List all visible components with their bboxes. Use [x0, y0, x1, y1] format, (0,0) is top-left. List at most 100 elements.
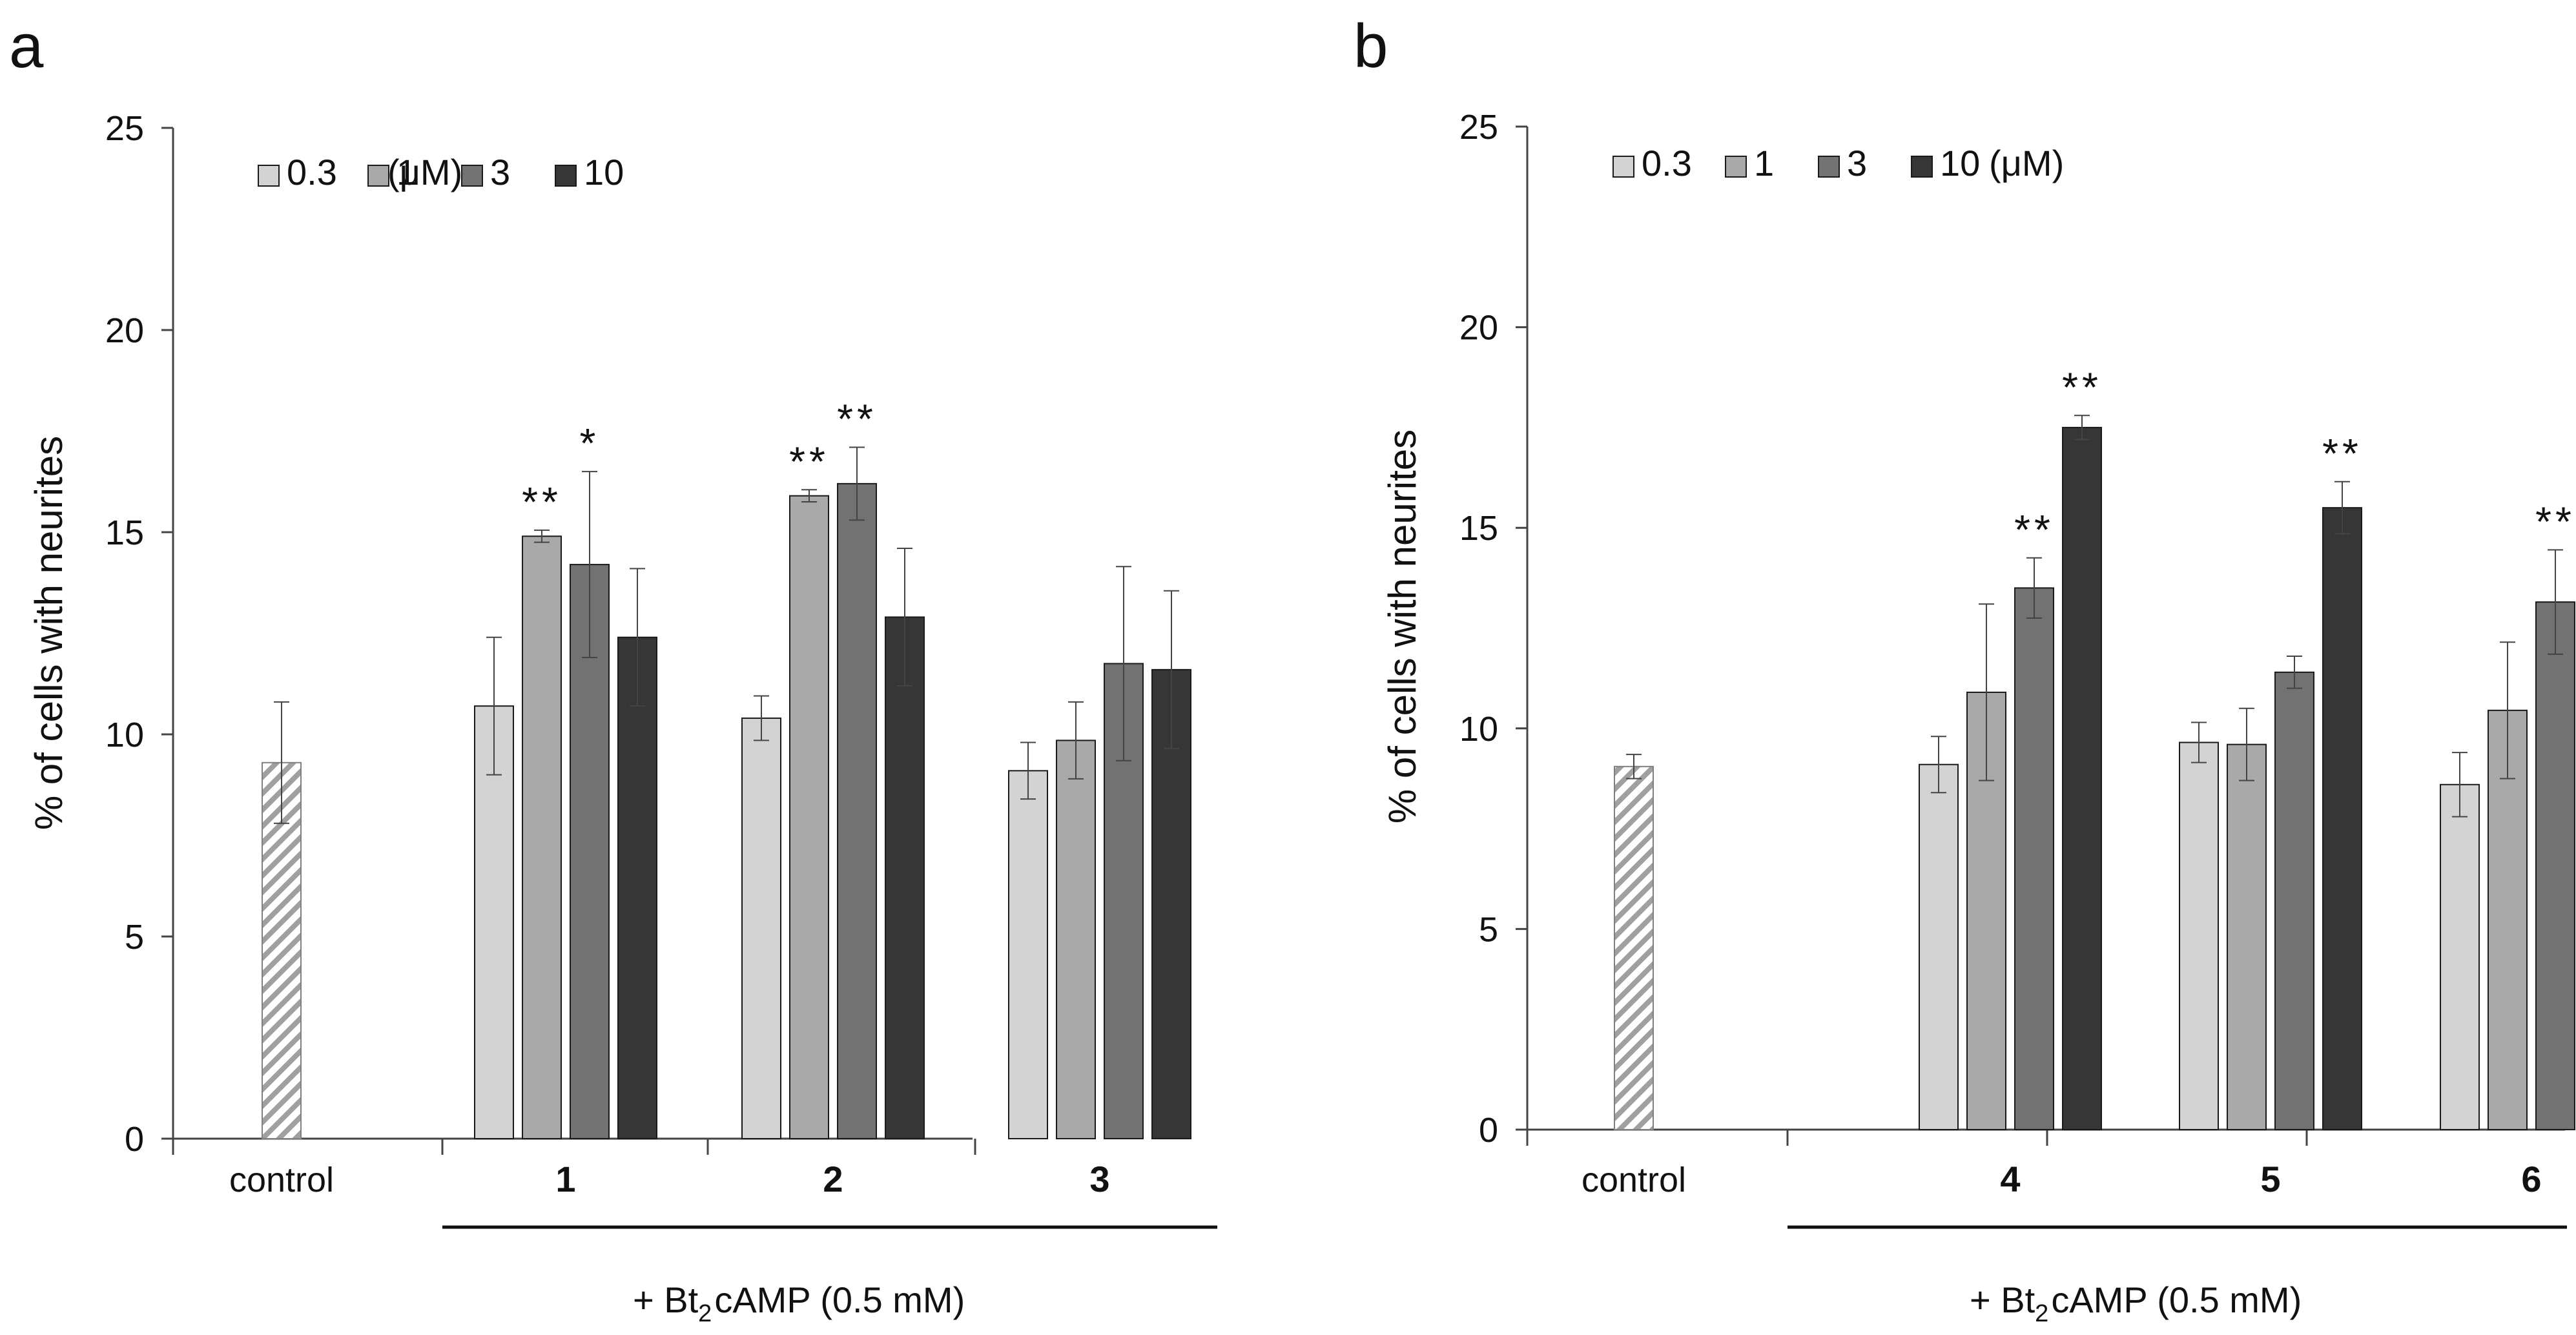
error-bar [897, 548, 912, 687]
error-bar [2239, 707, 2254, 781]
error-bar [2548, 549, 2563, 655]
y-tick-label: 20 [1459, 309, 1498, 347]
legend-label-0.3: 0.3 [1642, 143, 1692, 183]
legend: 0.3 1 3 10 (μM) [258, 152, 624, 192]
error-bar [801, 489, 817, 503]
y-tick-label: 25 [1459, 108, 1498, 147]
chart-panel-b: 0 5 10 15 20 25 % of cells with neurites contro… [1381, 108, 2575, 1327]
bar-group-6-0.3uM [2440, 783, 2480, 1130]
significance-marker: ** [522, 479, 562, 525]
category-label-compound-4: 4 [2000, 1159, 2020, 1199]
bar-group-2-3uM [837, 482, 877, 1139]
significance-marker: ** [789, 438, 829, 484]
bar-group-5-0.3uM [2179, 741, 2219, 1130]
bar-group-5-10uM [2322, 507, 2362, 1130]
chart-panel-a: 0 5 10 15 20 25 % of cells with neurites contro… [27, 109, 1217, 1327]
error-bar [1116, 566, 1131, 761]
y-tick-label: 20 [105, 311, 144, 350]
legend-swatch-1 [1725, 156, 1747, 178]
bar-group-5-3uM [2274, 671, 2314, 1131]
treatment-label-suffix: cAMP (0.5 mM) [2051, 1279, 2302, 1320]
bar-group-4-3uM [2014, 587, 2054, 1130]
y-tick-label: 15 [1459, 509, 1498, 548]
bar-group-2-10uM [885, 616, 925, 1139]
error-bar [1164, 590, 1179, 749]
significance-marker: * [580, 420, 600, 466]
bar-group-6-3uM [2535, 601, 2575, 1130]
legend-label-3: 3 [1847, 143, 1867, 183]
bar-group-5-1uM [2227, 743, 2267, 1130]
legend-label-3: 3 [490, 152, 510, 192]
bar-group-3-1uM [1056, 740, 1096, 1139]
y-tick-label: 10 [105, 716, 144, 754]
error-bar [2191, 721, 2207, 763]
error-bar [486, 636, 502, 776]
legend-swatch-0.3 [258, 165, 280, 187]
legend-label-10: 10 [584, 152, 624, 192]
error-bar [630, 568, 645, 707]
bar-control [262, 761, 302, 1139]
error-bar [1020, 741, 1036, 800]
bar-group-2-0.3uM [741, 717, 781, 1139]
bar-group-1-10uM [617, 636, 657, 1139]
treatment-label-suffix: cAMP (0.5 mM) [714, 1279, 965, 1320]
legend-swatch-10 [1911, 156, 1933, 178]
legend-label-1: 1 [397, 152, 417, 192]
y-tick-label: 15 [105, 513, 144, 552]
category-label-compound-3: 3 [1089, 1159, 1109, 1199]
error-bar [2074, 415, 2090, 440]
y-tick-label: 0 [1479, 1111, 1498, 1150]
panel-label-b: b [1354, 12, 1388, 81]
category-label-control: control [229, 1161, 334, 1199]
legend-swatch-3 [1818, 156, 1840, 178]
significance-marker: ** [2535, 498, 2575, 544]
treatment-label-subscript: 2 [2035, 1300, 2048, 1327]
error-bar [582, 471, 597, 659]
bar-group-1-1uM [522, 535, 562, 1139]
treatment-label-prefix: + Bt [1970, 1279, 2035, 1320]
error-bar [2500, 641, 2515, 780]
significance-marker: ** [2062, 364, 2102, 410]
treatment-label: + Bt2cAMP (0.5 mM) [633, 1279, 965, 1327]
legend-unit: (μM) [387, 152, 462, 192]
legend-swatch-3 [461, 165, 483, 187]
y-axis-label: % of cells with neurites [27, 436, 70, 830]
error-bar-control [274, 701, 289, 824]
category-label-control: control [1582, 1161, 1686, 1199]
error-bar [534, 529, 550, 543]
bar-group-4-10uM [2062, 426, 2102, 1130]
panel-label-a: a [9, 12, 44, 81]
treatment-label-subscript: 2 [698, 1300, 712, 1327]
significance-marker: ** [2322, 430, 2362, 477]
y-tick-label: 0 [125, 1120, 144, 1159]
error-bar-control [1626, 754, 1642, 780]
error-bar [1979, 603, 1994, 781]
legend-swatch-0.3 [1613, 156, 1634, 178]
bar-control [1614, 765, 1654, 1130]
treatment-label: + Bt2cAMP (0.5 mM) [1970, 1279, 2302, 1327]
bar-group-3-0.3uM [1008, 770, 1048, 1139]
treatment-label-prefix: + Bt [633, 1279, 699, 1320]
error-bar [2287, 655, 2302, 689]
y-axis-label: % of cells with neurites [1381, 429, 1424, 823]
category-label-compound-2: 2 [823, 1159, 843, 1199]
error-bar [849, 446, 865, 521]
bar-group-1-0.3uM [474, 705, 514, 1140]
significance-marker: ** [2014, 506, 2054, 553]
y-tick-label: 10 [1459, 710, 1498, 749]
legend-label-1: 1 [1754, 143, 1774, 183]
legend-swatch-10 [555, 165, 577, 187]
error-bar [754, 695, 769, 741]
legend-label-0.3: 0.3 [287, 152, 337, 192]
legend-unit: (μM) [1989, 143, 2064, 183]
significance-marker: ** [837, 396, 877, 442]
y-tick-label: 5 [125, 918, 144, 957]
bar-group-6-1uM [2488, 709, 2528, 1130]
y-tick-label: 5 [1479, 910, 1498, 949]
error-bar [2452, 752, 2468, 818]
legend-swatch-1 [367, 165, 389, 187]
error-bar [1068, 701, 1084, 780]
category-label-compound-1: 1 [555, 1159, 575, 1199]
